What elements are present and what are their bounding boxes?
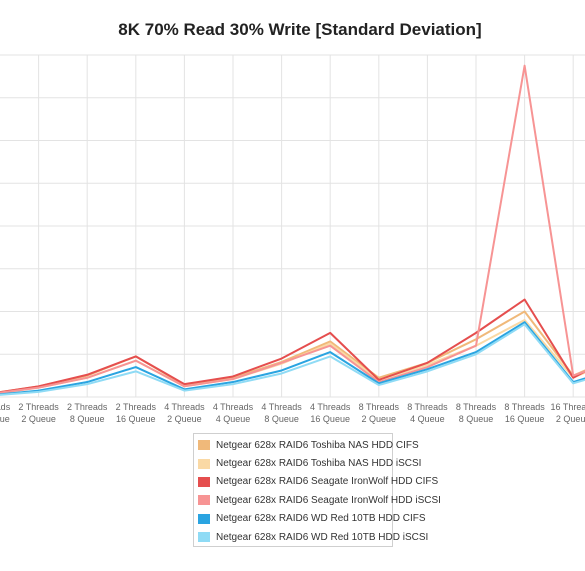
- legend-swatch: [198, 532, 210, 543]
- x-tick-label: 16 Threads: [551, 402, 585, 412]
- x-tick-label: 16 Queue: [116, 414, 156, 424]
- x-tick-label: 8 Queue: [70, 414, 105, 424]
- legend-label: Netgear 628x RAID6 WD Red 10TB HDD iSCSI: [216, 531, 429, 543]
- legend: Netgear 628x RAID6 Toshiba NAS HDD CIFS N…: [193, 433, 441, 547]
- series-lines: [0, 64, 585, 396]
- x-tick-label: 4 Queue: [216, 414, 251, 424]
- x-tick-label: 8 Queue: [264, 414, 299, 424]
- x-axis-ticks: 1 Threads 16 Queue 2 Threads 2 Queue 2 Threa…: [0, 402, 585, 424]
- x-tick-label: 1 Threads: [0, 402, 11, 412]
- legend-item: Netgear 628x RAID6 WD Red 10TB HDD CIFS: [198, 510, 426, 528]
- legend-swatch: [198, 440, 210, 451]
- x-tick-label: 4 Threads: [310, 402, 351, 412]
- x-tick-label: 8 Threads: [407, 402, 448, 412]
- legend-label: Netgear 628x RAID6 Toshiba NAS HDD CIFS: [216, 439, 419, 451]
- x-tick-label: 4 Threads: [213, 402, 254, 412]
- chart-title: 8K 70% Read 30% Write [Standard Deviatio…: [118, 20, 481, 39]
- x-tick-label: 2 Threads: [116, 402, 157, 412]
- legend-item: Netgear 628x RAID6 Toshiba NAS HDD iSCSI: [198, 454, 421, 472]
- legend-swatch: [198, 458, 210, 469]
- legend-swatch: [198, 495, 210, 506]
- series-line-4: [0, 321, 585, 396]
- x-tick-label: 2 Queue: [556, 414, 585, 424]
- series-line-2: [0, 298, 585, 394]
- x-tick-label: 2 Threads: [18, 402, 59, 412]
- x-tick-label: 4 Threads: [261, 402, 302, 412]
- x-tick-label: 2 Threads: [67, 402, 108, 412]
- x-tick-label: 8 Threads: [456, 402, 497, 412]
- legend-item: Netgear 628x RAID6 Seagate IronWolf HDD …: [198, 491, 441, 509]
- legend-swatch: [198, 476, 210, 487]
- x-tick-label: 8 Threads: [504, 402, 545, 412]
- grid: [0, 54, 585, 398]
- legend-item: Netgear 628x RAID6 WD Red 10TB HDD iSCSI: [198, 528, 428, 546]
- x-tick-label: 4 Queue: [410, 414, 445, 424]
- legend-item: Netgear 628x RAID6 Toshiba NAS HDD CIFS: [198, 436, 419, 454]
- x-tick-label: 16 Queue: [0, 414, 10, 424]
- x-tick-label: 16 Queue: [505, 414, 545, 424]
- legend-label: Netgear 628x RAID6 WD Red 10TB HDD CIFS: [216, 513, 426, 525]
- series-line-5: [0, 323, 585, 396]
- series-line-3: [0, 64, 585, 394]
- x-tick-label: 2 Queue: [362, 414, 397, 424]
- x-tick-label: 8 Threads: [359, 402, 400, 412]
- legend-label: Netgear 628x RAID6 Seagate IronWolf HDD …: [216, 494, 441, 506]
- x-tick-label: 4 Threads: [164, 402, 205, 412]
- legend-label: Netgear 628x RAID6 Toshiba NAS HDD iSCSI: [216, 458, 422, 470]
- x-tick-label: 16 Queue: [310, 414, 350, 424]
- legend-label: Netgear 628x RAID6 Seagate IronWolf HDD …: [216, 476, 439, 488]
- x-tick-label: 8 Queue: [459, 414, 494, 424]
- legend-swatch: [198, 513, 210, 524]
- legend-item: Netgear 628x RAID6 Seagate IronWolf HDD …: [198, 473, 438, 491]
- x-tick-label: 2 Queue: [167, 414, 202, 424]
- x-tick-label: 2 Queue: [21, 414, 56, 424]
